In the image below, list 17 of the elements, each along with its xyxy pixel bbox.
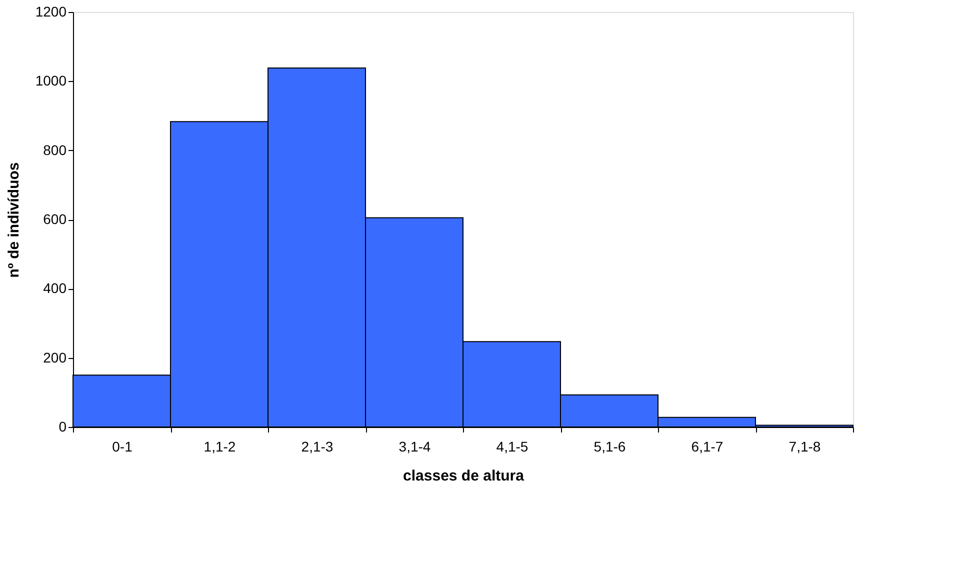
x-tick-label: 0-1 bbox=[112, 438, 133, 454]
x-tick-label: 2,1-3 bbox=[301, 438, 334, 454]
y-tick-label: 600 bbox=[43, 211, 67, 227]
x-tick-label: 4,1-5 bbox=[496, 438, 528, 454]
y-tick-label: 1000 bbox=[35, 72, 67, 89]
x-tick-label: 6,1-7 bbox=[691, 438, 724, 454]
x-tick-label: 3,1-4 bbox=[398, 438, 431, 454]
x-tick-label: 5,1-6 bbox=[594, 438, 626, 454]
y-tick-label: 0 bbox=[58, 418, 67, 434]
y-tick-label: 1200 bbox=[35, 4, 67, 20]
y-tick-label: 400 bbox=[43, 280, 67, 296]
x-tick-label: 1,1-2 bbox=[204, 438, 236, 454]
y-axis-title: nº de indivíduos bbox=[5, 162, 22, 278]
y-tick-label: 800 bbox=[43, 142, 67, 158]
y-tick-label: 200 bbox=[43, 349, 67, 366]
x-axis-title: classes de altura bbox=[403, 468, 525, 484]
x-tick-label: 7,1-8 bbox=[788, 438, 821, 454]
